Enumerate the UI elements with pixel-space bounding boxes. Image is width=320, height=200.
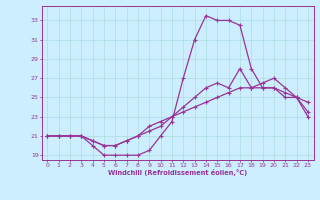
X-axis label: Windchill (Refroidissement éolien,°C): Windchill (Refroidissement éolien,°C) xyxy=(108,169,247,176)
